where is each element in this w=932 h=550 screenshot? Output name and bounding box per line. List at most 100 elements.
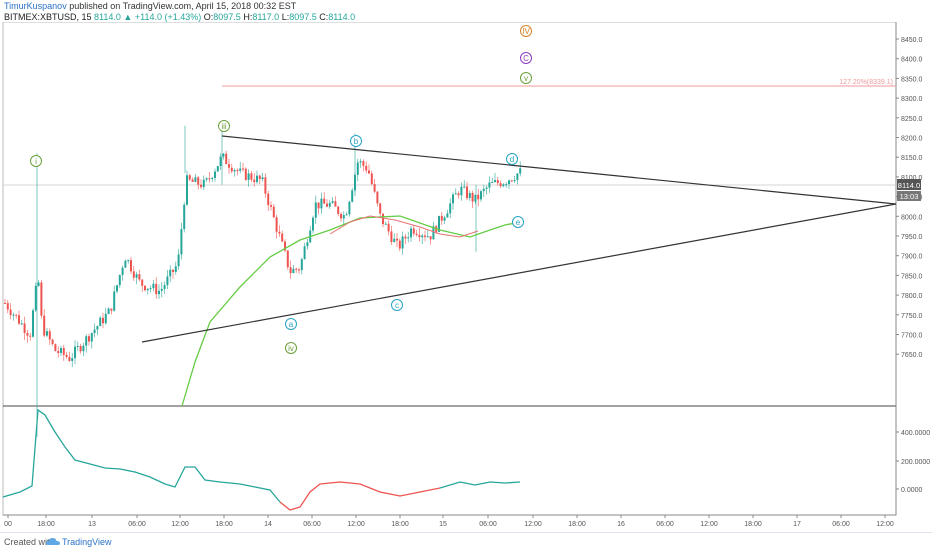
candle-body — [370, 173, 373, 185]
candle-body — [438, 215, 440, 232]
price-tick-label: 7650.0 — [901, 352, 923, 359]
indicator-axis[interactable]: 400.0000 200.0000 0.0000 — [896, 430, 930, 494]
wave-label-b[interactable]: b — [350, 135, 362, 147]
candle-body — [256, 175, 258, 183]
candle-body — [163, 285, 166, 289]
candle-body — [135, 274, 138, 278]
candle-body — [96, 326, 99, 330]
candle-body — [432, 226, 435, 240]
symbol-info: BITMEX:XBTUSD, 15 8114.0 ▲ +114.0 (+1.43… — [4, 12, 356, 22]
candle-body — [130, 260, 132, 272]
candle-body — [474, 194, 477, 202]
price-tick-label: 7900.0 — [901, 254, 923, 261]
candle-body — [289, 267, 292, 274]
time-tick-label: 18:00 — [391, 521, 409, 528]
time-tick-label: 18:00 — [37, 521, 55, 528]
candle-body — [387, 223, 390, 232]
svg-text:i: i — [35, 157, 37, 166]
triangle-upper-trendline[interactable] — [221, 135, 897, 205]
price-axis[interactable]: 8450.0 8400.0 8350.0 8300.0 8250.0 8200.0 8150… — [896, 37, 923, 359]
candle-body — [286, 250, 289, 268]
candle-body — [37, 282, 40, 286]
symbol-name[interactable]: BITMEX:XBTUSD, 15 — [4, 12, 92, 22]
candle-body — [412, 228, 415, 234]
candle-body — [110, 308, 113, 311]
svg-text:iv: iv — [288, 344, 294, 353]
candle-body — [300, 259, 303, 271]
svg-text:d: d — [510, 155, 514, 164]
created-with-label: Created with — [4, 537, 55, 547]
candle-body — [295, 268, 298, 270]
candle-body — [488, 182, 491, 188]
candle-body — [146, 288, 149, 291]
moving-average-green — [181, 215, 521, 407]
indicator-tick-label: 0.0000 — [901, 487, 923, 494]
time-tick-label: 14 — [264, 521, 272, 528]
candle-body — [144, 285, 146, 291]
candle-body — [401, 236, 404, 249]
candle-body — [426, 236, 429, 238]
candle-body — [415, 233, 418, 235]
wave-label-iv[interactable]: iv — [285, 342, 297, 354]
candle-body — [384, 223, 387, 225]
triangle-lower-trendline[interactable] — [141, 203, 897, 343]
candle-body — [230, 167, 233, 172]
wave-label-c[interactable]: c — [391, 299, 403, 311]
candle-body — [407, 237, 410, 239]
candle-body — [513, 180, 516, 182]
candle-body — [278, 231, 281, 234]
fib-label: 127.20%(8339.1) — [839, 79, 893, 86]
candle-body — [216, 166, 219, 172]
wave-label-c[interactable]: C — [520, 52, 532, 64]
wave-label-a[interactable]: a — [285, 318, 297, 330]
candle-body — [348, 201, 351, 215]
price-tick-label: 8400.0 — [901, 57, 923, 64]
candle-body — [99, 317, 102, 327]
candle-body — [160, 288, 163, 291]
svg-text:v: v — [524, 74, 528, 83]
candle-body — [194, 177, 197, 182]
wave-label-iii[interactable]: iii — [218, 120, 230, 132]
wave-label-i[interactable]: i — [30, 155, 42, 167]
price-tick-label: 8450.0 — [901, 37, 923, 44]
candle-body — [183, 204, 186, 230]
candle-body — [328, 202, 331, 207]
candle-body — [90, 333, 93, 342]
candle-body — [502, 184, 505, 187]
candle-body — [264, 177, 267, 194]
candle-body — [505, 184, 508, 186]
last-price-badge: 8114.0 — [897, 179, 921, 190]
plot-border — [2, 21, 897, 516]
candle-body — [443, 217, 446, 221]
tradingview-link[interactable]: TradingView — [62, 537, 112, 547]
time-axis[interactable]: 00 18:00 13 06:00 12:00 18:00 14 06:00 12:00 18:0… — [4, 515, 894, 528]
candle-body — [4, 302, 6, 304]
candle-body — [46, 331, 48, 336]
svg-text:13:03: 13:03 — [900, 192, 919, 201]
svg-text:e: e — [516, 218, 521, 227]
candle-body — [466, 186, 468, 199]
candle-body — [222, 153, 225, 157]
time-tick-label: 15 — [439, 521, 447, 528]
wave-label-e[interactable]: e — [512, 216, 524, 228]
candle-body — [258, 175, 261, 180]
chart-area[interactable]: 8450.0 8400.0 8350.0 8300.0 8250.0 8200.0 8150… — [0, 21, 932, 532]
published-text: published on TradingView.com, April 15, … — [69, 1, 297, 11]
candle-body — [340, 213, 342, 219]
candle-body — [188, 175, 191, 180]
candle-body — [205, 178, 208, 180]
wave-label-iv[interactable]: IV — [520, 25, 532, 37]
chart-canvas[interactable]: 8450.0 8400.0 8350.0 8300.0 8250.0 8200.0 8150… — [0, 21, 932, 532]
candle-body — [410, 228, 412, 238]
candle-body — [284, 241, 286, 251]
candle-body — [463, 186, 466, 188]
candle-body — [208, 178, 211, 180]
svg-text:8114.0: 8114.0 — [898, 181, 920, 190]
wave-label-d[interactable]: d — [506, 153, 518, 165]
author-link[interactable]: TimurKuspanov — [4, 1, 67, 11]
wave-label-v[interactable]: v — [520, 72, 532, 84]
candle-body — [326, 203, 328, 207]
candle-body — [242, 168, 244, 170]
candle-body — [200, 184, 202, 188]
